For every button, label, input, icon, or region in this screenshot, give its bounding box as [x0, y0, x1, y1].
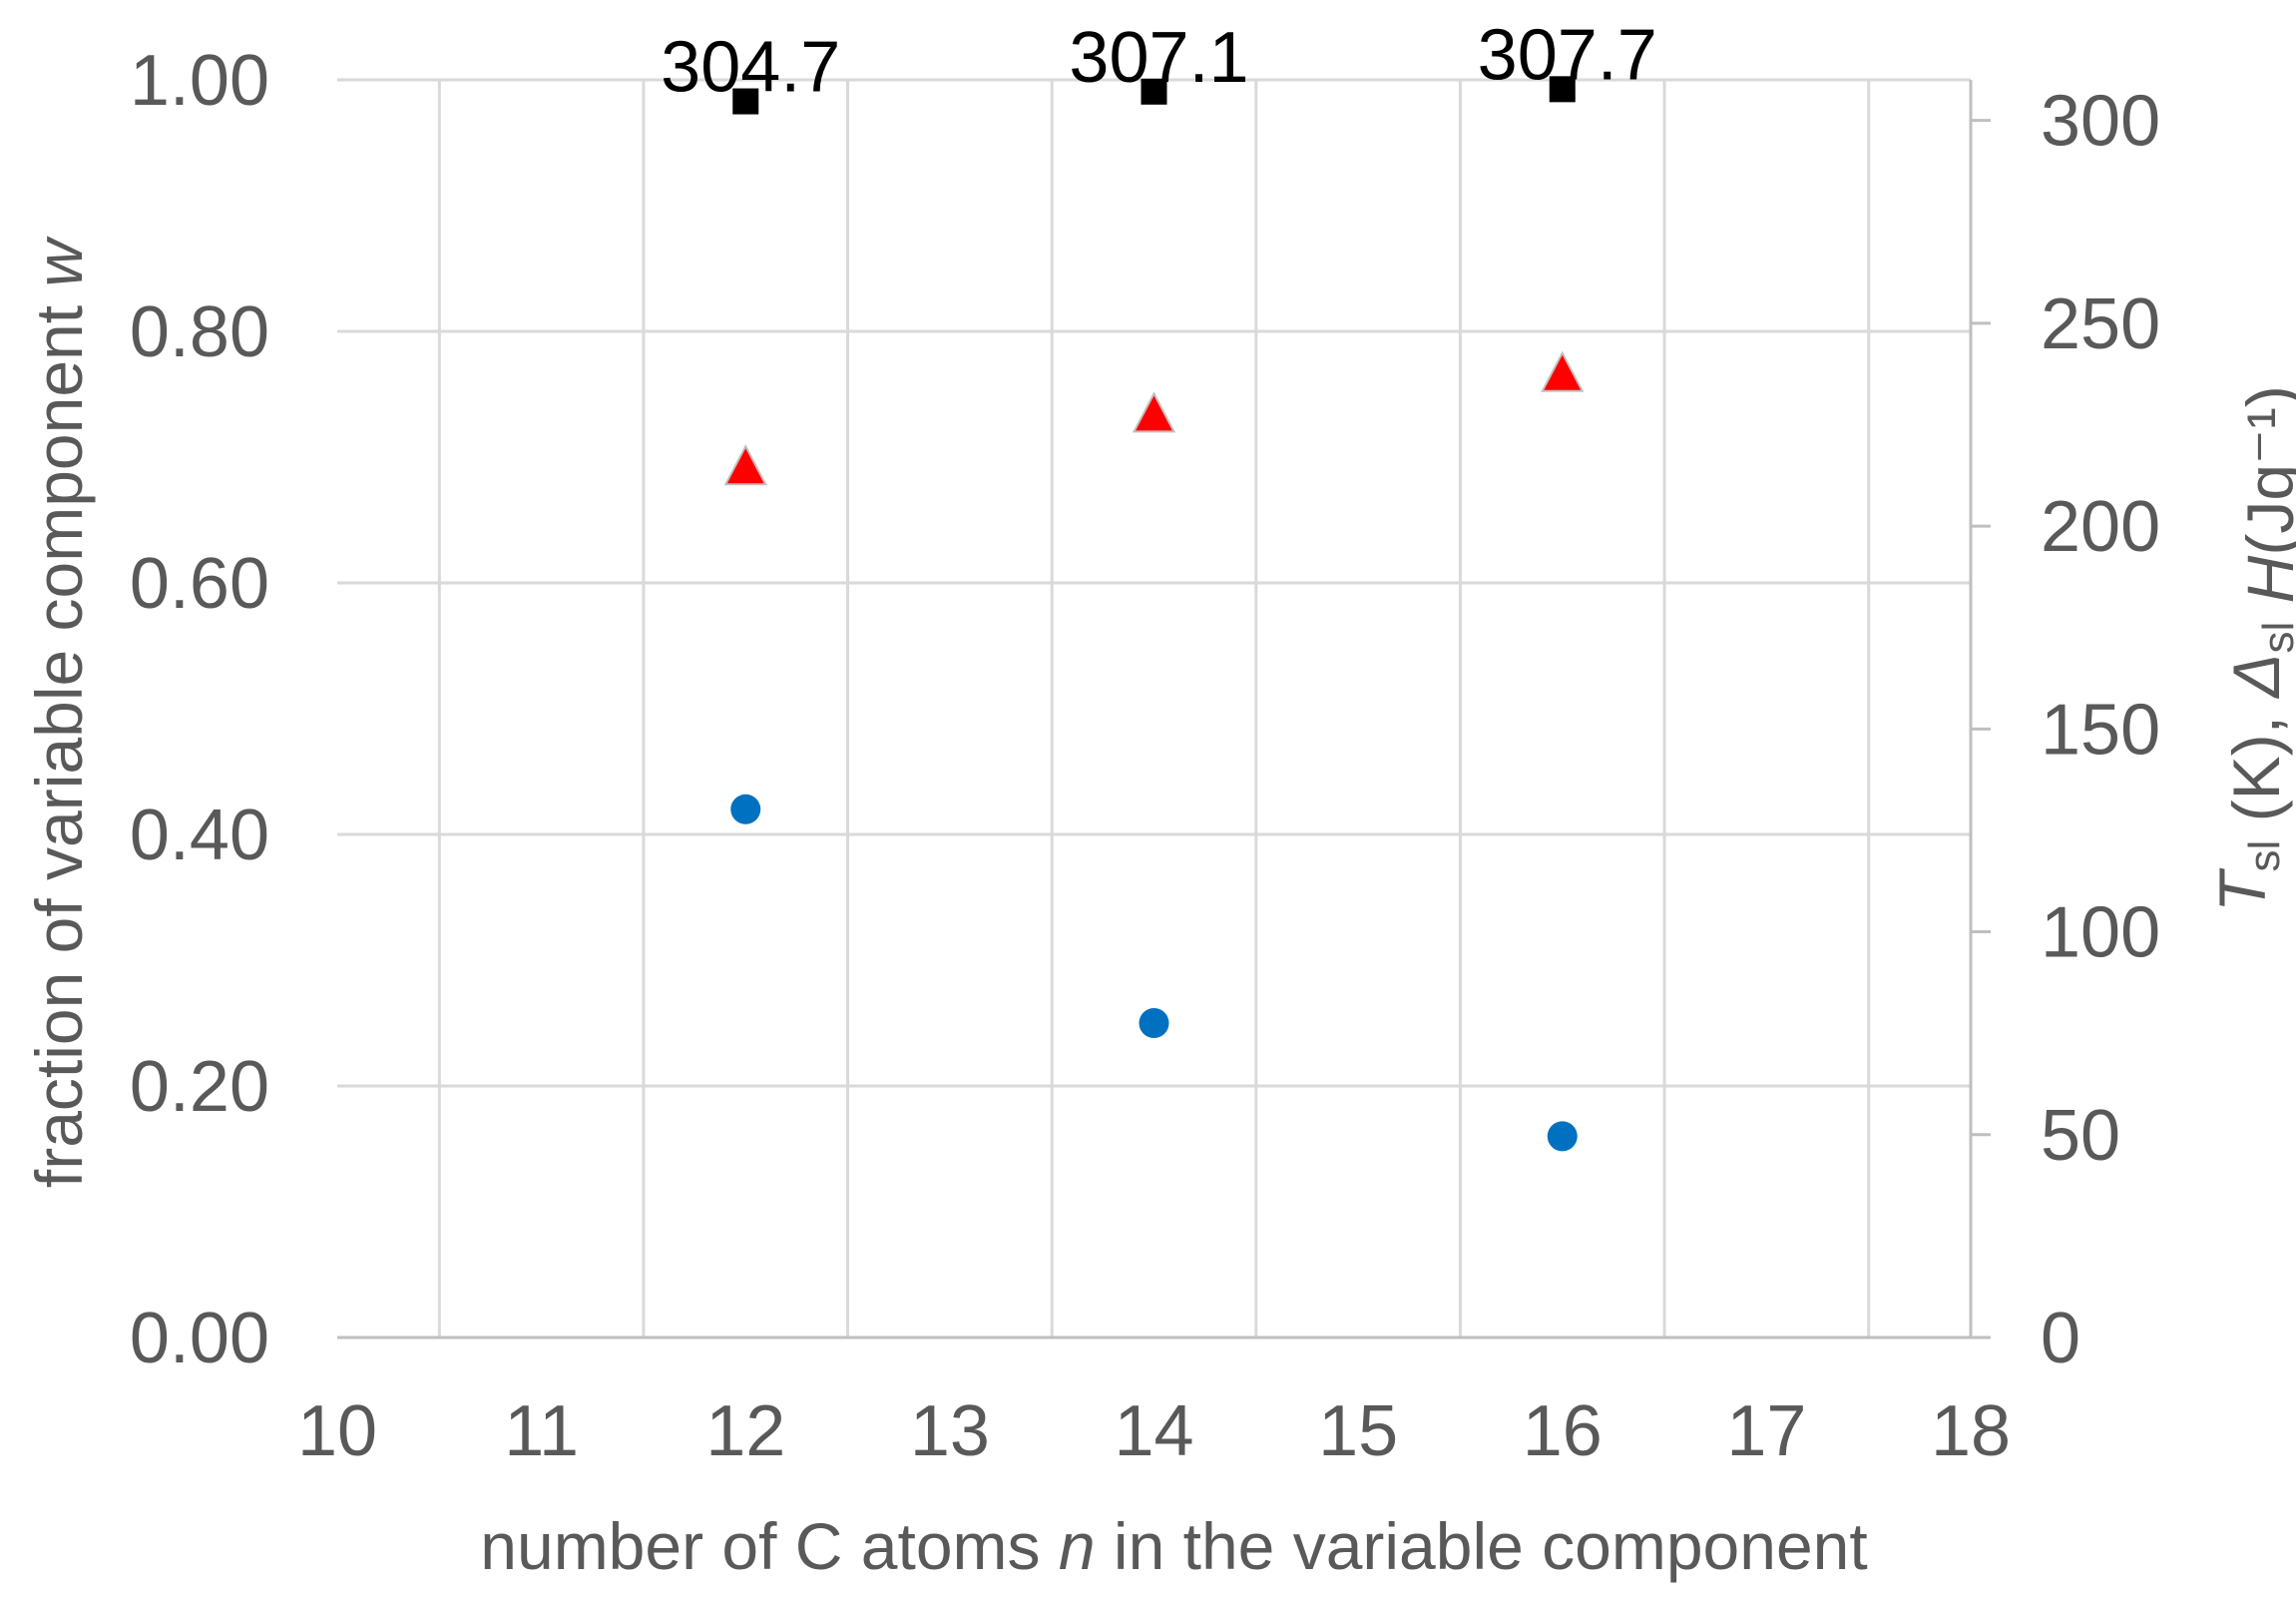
- data-label: 307.7: [1478, 15, 1657, 95]
- y-left-tick-label: 0.80: [130, 292, 269, 372]
- x-tick-label: 18: [1931, 1391, 2011, 1471]
- data-label: 304.7: [661, 28, 840, 108]
- square-marker: [732, 88, 759, 115]
- y-left-tick-label: 0.00: [130, 1299, 269, 1378]
- axes: [337, 80, 1991, 1339]
- triangle-marker: [1541, 350, 1585, 392]
- data-marks: [723, 76, 1585, 1152]
- square-marker: [1549, 76, 1576, 103]
- triangle-marker: [723, 444, 767, 486]
- circle-marker: [1139, 1008, 1169, 1038]
- axis-titles: number of C atoms n in the variable comp…: [22, 236, 2296, 1583]
- y-left-tick-label: 0.40: [130, 796, 269, 875]
- y-left-tick-label: 0.60: [130, 544, 269, 624]
- y-right-tick-label: 50: [2041, 1096, 2120, 1176]
- tick-labels: 10 11 12 13 14 15 16 17 18 0.00 0.20 0.40 0.60 0.80 1.…: [130, 41, 2160, 1471]
- y-right-tick-label: 100: [2041, 893, 2160, 973]
- x-tick-label: 16: [1523, 1391, 1603, 1471]
- x-tick-label: 11: [504, 1391, 579, 1471]
- y-left-tick-label: 0.20: [130, 1047, 269, 1127]
- triangle-marker: [1132, 391, 1176, 433]
- x-tick-label: 15: [1318, 1391, 1398, 1471]
- x-tick-label: 12: [705, 1391, 785, 1471]
- data-label: 307.1: [1069, 18, 1248, 98]
- x-tick-label: 14: [1114, 1391, 1193, 1471]
- circle-marker: [1547, 1121, 1578, 1152]
- x-axis-title: number of C atoms n in the variable comp…: [480, 1509, 1867, 1583]
- y-left-axis-title: fraction of variable component w: [22, 236, 96, 1189]
- grid: [337, 78, 1971, 1339]
- square-marker: [1141, 78, 1167, 105]
- y-right-axis-title: Tsl (K), Δsl H(Jg⁻¹): [2205, 385, 2296, 912]
- circle-marker: [730, 794, 761, 824]
- y-right-tick-label: 300: [2041, 82, 2160, 162]
- x-tick-label: 13: [910, 1391, 990, 1471]
- data-labels: 304.7 307.1 307.7: [661, 15, 1657, 107]
- x-tick-label: 10: [297, 1391, 377, 1471]
- y-left-tick-label: 1.00: [130, 41, 269, 121]
- y-right-tick-label: 250: [2041, 284, 2160, 364]
- x-tick-label: 17: [1726, 1391, 1806, 1471]
- y-right-tick-label: 150: [2041, 690, 2160, 770]
- y-right-tick-label: 0: [2041, 1299, 2080, 1378]
- y-right-tick-label: 200: [2041, 487, 2160, 567]
